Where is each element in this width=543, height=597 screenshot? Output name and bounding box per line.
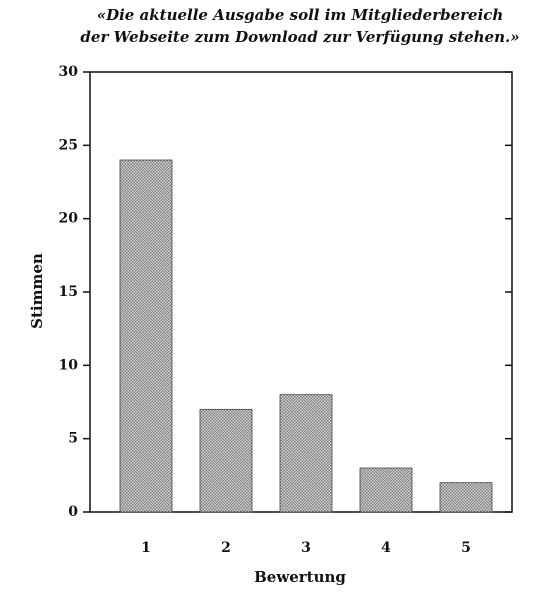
- bar: [279, 394, 333, 513]
- x-tick-label: 3: [301, 540, 311, 556]
- bar: [119, 159, 173, 513]
- x-tick-label: 1: [141, 540, 151, 556]
- chart-title: der Webseite zum Download zur Verfügung …: [80, 28, 519, 46]
- y-tick-label: 20: [59, 211, 79, 227]
- x-axis-label: Bewertung: [254, 568, 346, 586]
- y-tick-label: 25: [59, 137, 78, 153]
- bar: [199, 408, 253, 513]
- y-tick-label: 5: [68, 431, 78, 447]
- x-tick-label: 2: [221, 540, 231, 556]
- y-tick-label: 30: [59, 64, 79, 80]
- bar: [359, 467, 413, 513]
- y-tick-label: 0: [68, 504, 78, 520]
- x-tick-label: 4: [381, 540, 391, 556]
- x-tick-label: 5: [461, 540, 471, 556]
- y-axis-label: Stimmen: [28, 253, 46, 329]
- y-tick-label: 15: [59, 284, 78, 300]
- bar: [439, 482, 493, 513]
- y-tick-label: 10: [59, 357, 79, 373]
- chart-title: «Die aktuelle Ausgabe soll im Mitglieder…: [97, 6, 504, 24]
